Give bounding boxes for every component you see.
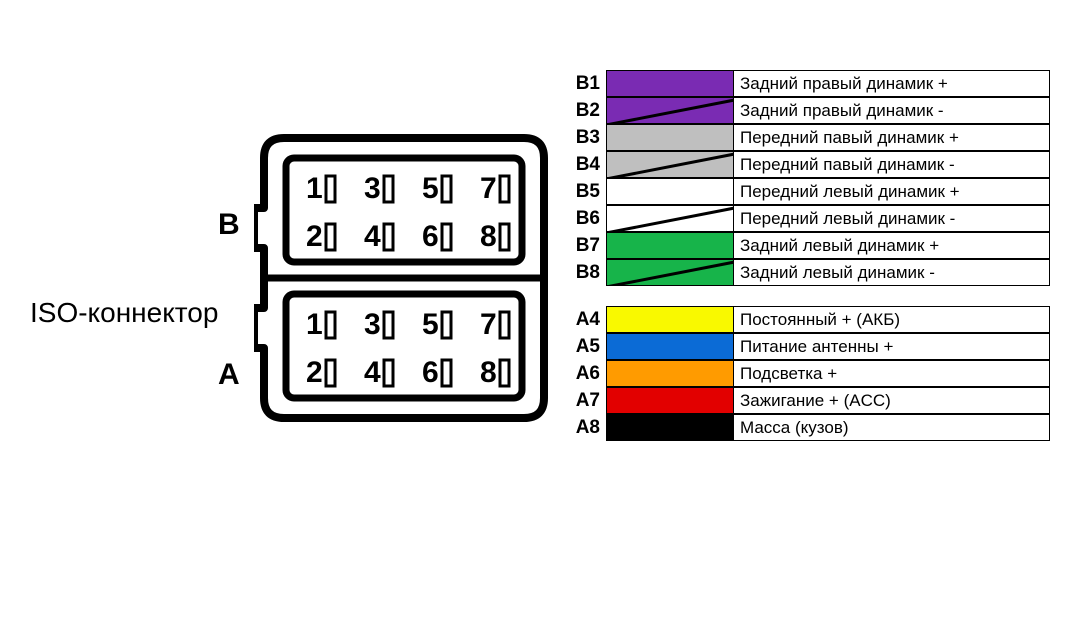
- legend-color-swatch: [606, 333, 734, 360]
- svg-text:5: 5: [422, 172, 439, 205]
- iso-connector-diagram: 1 3 5 7 2 4 6 8 1 3 5 7 2 4 6 8: [254, 128, 554, 428]
- legend-section-b: B1 Задний правый динамик + B2 Задний правый…: [560, 70, 1050, 286]
- legend-color-swatch: [606, 178, 734, 205]
- legend-row: B2 Задний правый динамик -: [560, 97, 1050, 124]
- legend-description: Зажигание + (ACC): [734, 387, 1050, 414]
- legend-row: B6 Передний левый динамик -: [560, 205, 1050, 232]
- socket-a-label: A: [218, 358, 240, 392]
- legend-description: Передний павый динамик -: [734, 151, 1050, 178]
- legend-description: Передний левый динамик -: [734, 205, 1050, 232]
- legend-color-swatch: [606, 70, 734, 97]
- legend-pin-label: B8: [560, 259, 606, 286]
- legend-description: Масса (кузов): [734, 414, 1050, 441]
- legend-color-swatch: [606, 124, 734, 151]
- legend-section-a: A4Постоянный + (АКБ)A5Питание антенны +A…: [560, 306, 1050, 441]
- legend-color-swatch: [606, 360, 734, 387]
- svg-text:1: 1: [306, 172, 323, 205]
- svg-text:5: 5: [422, 308, 439, 341]
- svg-text:8: 8: [480, 220, 497, 253]
- pinout-legend: B1 Задний правый динамик + B2 Задний правый…: [560, 70, 1050, 441]
- legend-pin-label: B4: [560, 151, 606, 178]
- socket-b-label: B: [218, 208, 240, 242]
- iso-connector-label: ISO-коннектор: [30, 297, 218, 329]
- svg-text:7: 7: [480, 308, 497, 341]
- svg-text:2: 2: [306, 356, 323, 389]
- legend-description: Подсветка +: [734, 360, 1050, 387]
- legend-color-swatch: [606, 414, 734, 441]
- svg-text:6: 6: [422, 220, 439, 253]
- legend-color-swatch: [606, 306, 734, 333]
- legend-pin-label: B7: [560, 232, 606, 259]
- svg-text:8: 8: [480, 356, 497, 389]
- legend-row: B5 Передний левый динамик +: [560, 178, 1050, 205]
- legend-row: B1 Задний правый динамик +: [560, 70, 1050, 97]
- legend-row: B3 Передний павый динамик +: [560, 124, 1050, 151]
- legend-description: Задний правый динамик -: [734, 97, 1050, 124]
- legend-row: A6 Подсветка +: [560, 360, 1050, 387]
- legend-pin-label: B2: [560, 97, 606, 124]
- legend-pin-label: B5: [560, 178, 606, 205]
- legend-pin-label: B3: [560, 124, 606, 151]
- svg-text:1: 1: [306, 308, 323, 341]
- svg-text:4: 4: [364, 220, 381, 253]
- legend-description: Задний левый динамик -: [734, 259, 1050, 286]
- legend-row: A4 Постоянный + (АКБ): [560, 306, 1050, 333]
- svg-text:2: 2: [306, 220, 323, 253]
- svg-text:4: 4: [364, 356, 381, 389]
- svg-text:3: 3: [364, 172, 381, 205]
- legend-color-swatch: [606, 205, 734, 232]
- svg-text:6: 6: [422, 356, 439, 389]
- legend-color-swatch: [606, 232, 734, 259]
- legend-row: A7 Зажигание + (ACC): [560, 387, 1050, 414]
- legend-description: Питание антенны +: [734, 333, 1050, 360]
- legend-pin-label: A6: [560, 360, 606, 387]
- legend-pin-label: A8: [560, 414, 606, 441]
- legend-description: Постоянный + (АКБ): [734, 306, 1050, 333]
- legend-pin-label: B6: [560, 205, 606, 232]
- legend-description: Передний павый динамик +: [734, 124, 1050, 151]
- legend-row: A5 Питание антенны +: [560, 333, 1050, 360]
- svg-text:7: 7: [480, 172, 497, 205]
- legend-color-swatch: [606, 387, 734, 414]
- legend-row: B7 Задний левый динамик +: [560, 232, 1050, 259]
- legend-pin-label: A5: [560, 333, 606, 360]
- legend-row: B8 Задний левый динамик -: [560, 259, 1050, 286]
- legend-pin-label: B1: [560, 70, 606, 97]
- legend-description: Задний левый динамик +: [734, 232, 1050, 259]
- legend-row: A8 Масса (кузов): [560, 414, 1050, 441]
- legend-pin-label: A7: [560, 387, 606, 414]
- legend-description: Задний правый динамик +: [734, 70, 1050, 97]
- legend-color-swatch: [606, 259, 734, 286]
- legend-color-swatch: [606, 151, 734, 178]
- legend-color-swatch: [606, 97, 734, 124]
- legend-pin-label: A4: [560, 306, 606, 333]
- legend-description: Передний левый динамик +: [734, 178, 1050, 205]
- legend-row: B4 Передний павый динамик -: [560, 151, 1050, 178]
- svg-text:3: 3: [364, 308, 381, 341]
